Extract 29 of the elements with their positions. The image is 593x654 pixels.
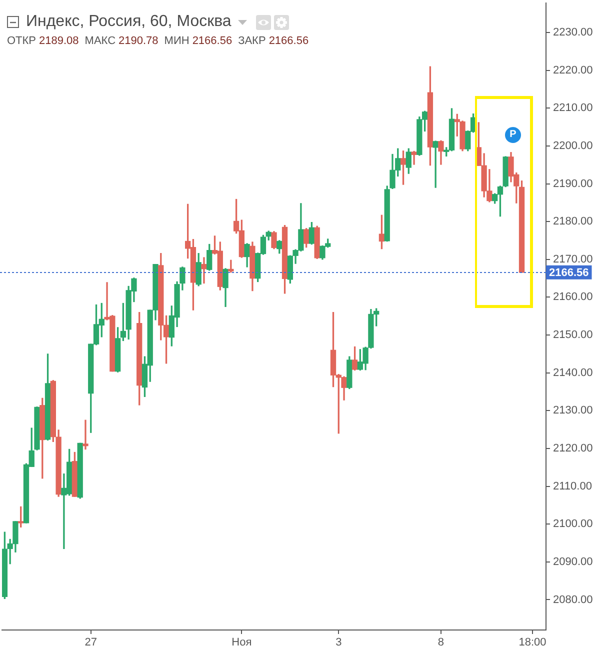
candlestick xyxy=(411,150,417,165)
y-tick-label: 2180.00 xyxy=(553,216,593,228)
y-tick-label: 2160.00 xyxy=(553,291,593,304)
x-tick-label: 18:00 xyxy=(518,636,546,649)
y-tick-label: 2090.00 xyxy=(553,556,593,568)
y-tick-label: 2220.00 xyxy=(553,64,593,76)
candlestick xyxy=(82,420,88,450)
x-tick-label: Ноя xyxy=(232,636,252,649)
y-tick-label: 2110.00 xyxy=(553,480,592,492)
y-tick-label: 2190.00 xyxy=(553,178,593,190)
text: Индекс, Россия, 60, Москва xyxy=(26,12,232,32)
y-tick-label: 2230.00 xyxy=(553,26,593,39)
candlestick xyxy=(201,257,207,284)
ref-line-label: 2166.56 xyxy=(549,266,589,279)
y-tick-label: 2170.00 xyxy=(553,253,593,266)
y-tick-label: 2080.00 xyxy=(553,594,593,606)
y-tick-label: 2200.00 xyxy=(553,140,593,152)
badge-icon: P xyxy=(505,127,521,143)
y-tick-label: 2130.00 xyxy=(553,404,593,417)
annotation: P xyxy=(510,129,516,140)
x-tick-label: 8 xyxy=(438,636,444,649)
y-tick-label: 2120.00 xyxy=(553,442,593,455)
y-tick-label: 2140.00 xyxy=(553,366,593,379)
x-tick-label: 3 xyxy=(336,636,342,649)
x-tick-label: 27 xyxy=(84,636,97,649)
y-tick-label: 2150.00 xyxy=(553,329,593,342)
text: ОТКР 2189.08 МАКС 2190.78 МИН 2166.56 ЗАКР 2166.56 xyxy=(7,35,309,47)
y-tick-label: 2210.00 xyxy=(553,102,593,114)
y-tick-label: 2100.00 xyxy=(553,518,593,530)
